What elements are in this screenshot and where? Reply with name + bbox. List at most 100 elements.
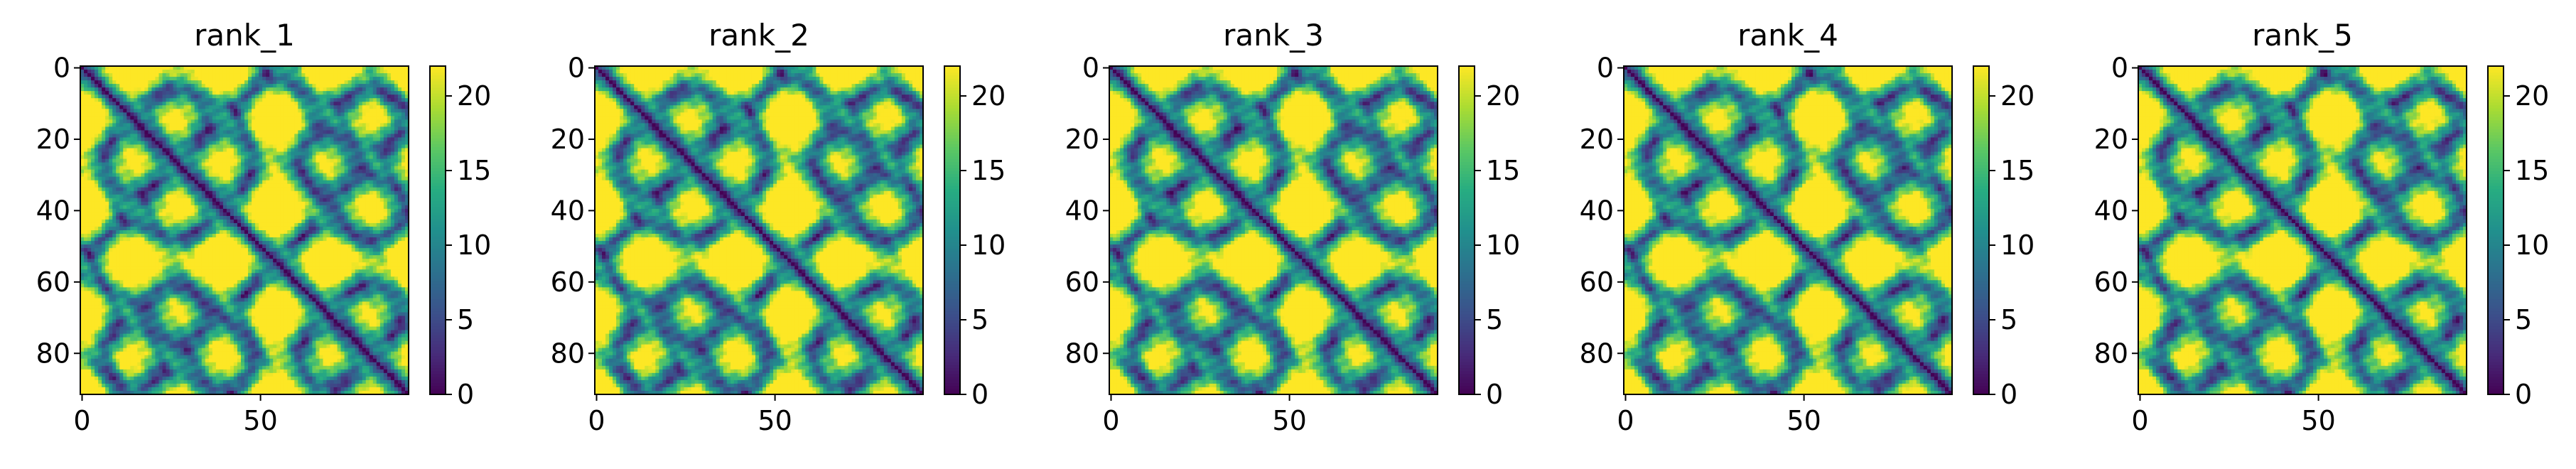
heatmap-cell xyxy=(273,248,277,252)
heatmap-cell xyxy=(287,70,291,74)
heatmap-cell xyxy=(248,234,252,238)
heatmap-cell xyxy=(158,190,163,195)
heatmap-cell xyxy=(276,148,281,153)
heatmap-cell xyxy=(194,144,199,149)
heatmap-cell xyxy=(237,137,242,142)
heatmap-cell xyxy=(237,169,242,174)
heatmap-cell xyxy=(333,176,338,181)
heatmap-cell xyxy=(109,80,113,85)
heatmap-cell xyxy=(255,244,259,249)
heatmap-cell xyxy=(166,84,171,88)
heatmap-cell xyxy=(330,212,335,217)
heatmap-cell xyxy=(298,80,302,85)
heatmap-cell xyxy=(387,241,392,245)
heatmap-cell xyxy=(222,91,227,95)
heatmap-cell xyxy=(280,230,284,234)
heatmap-cell xyxy=(144,91,149,95)
heatmap-cell xyxy=(180,126,185,131)
heatmap-cell xyxy=(87,187,92,192)
heatmap-cell xyxy=(212,212,217,217)
heatmap-cell xyxy=(215,105,220,109)
heatmap-cell xyxy=(376,222,381,227)
heatmap-cell xyxy=(84,205,88,210)
heatmap-cell xyxy=(383,244,388,249)
heatmap-cell xyxy=(269,134,274,139)
heatmap-cell xyxy=(244,109,249,113)
heatmap-cell xyxy=(119,77,124,81)
heatmap-cell xyxy=(333,183,338,188)
heatmap-cell xyxy=(347,219,352,224)
heatmap-cell xyxy=(222,208,227,213)
heatmap-cell xyxy=(119,234,124,238)
heatmap-cell xyxy=(404,130,409,135)
heatmap-cell xyxy=(205,155,210,160)
heatmap-cell xyxy=(383,73,388,77)
heatmap-cell xyxy=(173,130,178,135)
heatmap-cell xyxy=(105,219,109,224)
heatmap-cell xyxy=(326,230,331,234)
heatmap-cell xyxy=(355,66,360,70)
heatmap-cell xyxy=(208,226,213,231)
heatmap-cell xyxy=(187,126,192,131)
heatmap-cell xyxy=(287,126,291,131)
heatmap-cell xyxy=(91,252,95,256)
heatmap-cell xyxy=(91,119,95,124)
heatmap-cell xyxy=(276,226,281,231)
heatmap-cell xyxy=(323,255,328,259)
heatmap-cell xyxy=(219,126,224,131)
heatmap-cell xyxy=(173,201,178,206)
heatmap-cell xyxy=(312,66,317,70)
heatmap-cell xyxy=(119,130,124,135)
heatmap-cell xyxy=(383,80,388,85)
heatmap-cell xyxy=(166,130,171,135)
heatmap-cell xyxy=(394,230,399,234)
heatmap-cell xyxy=(259,109,263,113)
heatmap-cell xyxy=(284,162,288,167)
heatmap-cell xyxy=(312,252,317,256)
heatmap-cell xyxy=(301,176,306,181)
heatmap-cell xyxy=(137,241,141,245)
heatmap-cell xyxy=(148,162,153,167)
heatmap-cell xyxy=(119,252,124,256)
heatmap-cell xyxy=(208,194,213,199)
heatmap-cell xyxy=(91,148,95,153)
heatmap-cell xyxy=(330,66,335,70)
heatmap-cell xyxy=(222,190,227,195)
heatmap-cell xyxy=(166,123,171,127)
heatmap-cell xyxy=(316,180,320,185)
heatmap-cell xyxy=(95,123,99,127)
heatmap-cell xyxy=(284,198,288,203)
heatmap-cell xyxy=(372,148,377,153)
heatmap-cell xyxy=(255,234,259,238)
heatmap-cell xyxy=(404,187,409,192)
heatmap-cell xyxy=(194,244,199,249)
heatmap-cell xyxy=(273,226,277,231)
heatmap-cell xyxy=(333,98,338,102)
heatmap-cell xyxy=(109,259,113,263)
heatmap-cell xyxy=(383,219,388,224)
heatmap-cell xyxy=(372,84,377,88)
heatmap-cell xyxy=(294,180,298,185)
heatmap-cell xyxy=(298,130,302,135)
heatmap-cell xyxy=(291,208,295,213)
heatmap-cell xyxy=(266,80,270,85)
heatmap-cell xyxy=(166,102,171,106)
heatmap-cell xyxy=(305,109,309,113)
heatmap-cell xyxy=(308,98,313,102)
heatmap-cell xyxy=(208,91,213,95)
heatmap-cell xyxy=(230,77,235,81)
heatmap-cell xyxy=(404,244,409,249)
heatmap-cell xyxy=(316,230,320,234)
heatmap-cell xyxy=(340,119,345,124)
heatmap-cell xyxy=(119,169,124,174)
heatmap-cell xyxy=(287,212,291,217)
heatmap-cell xyxy=(212,137,217,142)
heatmap-cell xyxy=(130,119,134,124)
heatmap-cell xyxy=(355,158,360,163)
heatmap-cell xyxy=(355,244,360,249)
heatmap-cell xyxy=(376,212,381,217)
heatmap-cell xyxy=(237,173,242,178)
heatmap-cell xyxy=(98,144,102,149)
heatmap-cell xyxy=(208,208,213,213)
heatmap-cell xyxy=(112,123,117,127)
